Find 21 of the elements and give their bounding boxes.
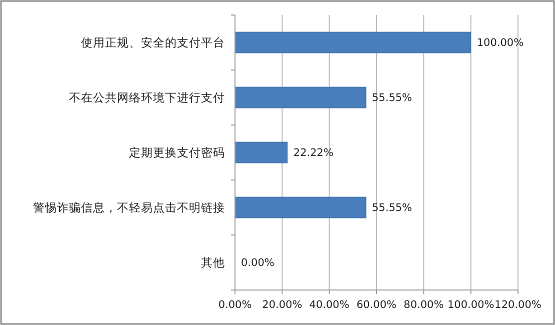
x-tick-label: 60.00% <box>356 299 397 311</box>
x-tick-label: 100.00% <box>447 299 494 311</box>
y-tick-label: 使用正规、安全的支付平台 <box>81 36 225 50</box>
bar <box>234 86 366 108</box>
y-tick-label: 不在公共网络环境下进行支付 <box>69 90 225 105</box>
data-label: 0.00% <box>241 257 274 270</box>
bar <box>234 196 366 218</box>
y-tick-label: 其他 <box>201 256 225 270</box>
data-label: 55.55% <box>372 92 412 104</box>
data-label: 22.22% <box>293 147 334 160</box>
x-tick-label: 80.00% <box>404 299 444 311</box>
data-label: 55.55% <box>372 202 412 214</box>
y-tick-label: 定期更换支付密码 <box>129 146 225 160</box>
bar <box>234 142 288 164</box>
x-tick-label: 40.00% <box>309 299 350 311</box>
x-tick-label: 120.00% <box>494 299 542 311</box>
bar <box>234 32 472 54</box>
data-label: 100.00% <box>476 37 524 50</box>
x-tick-label: 0.00% <box>218 299 252 311</box>
y-tick-label: 警惕诈骗信息，不轻易点击不明链接 <box>33 200 225 215</box>
x-tick-label: 20.00% <box>262 299 302 311</box>
